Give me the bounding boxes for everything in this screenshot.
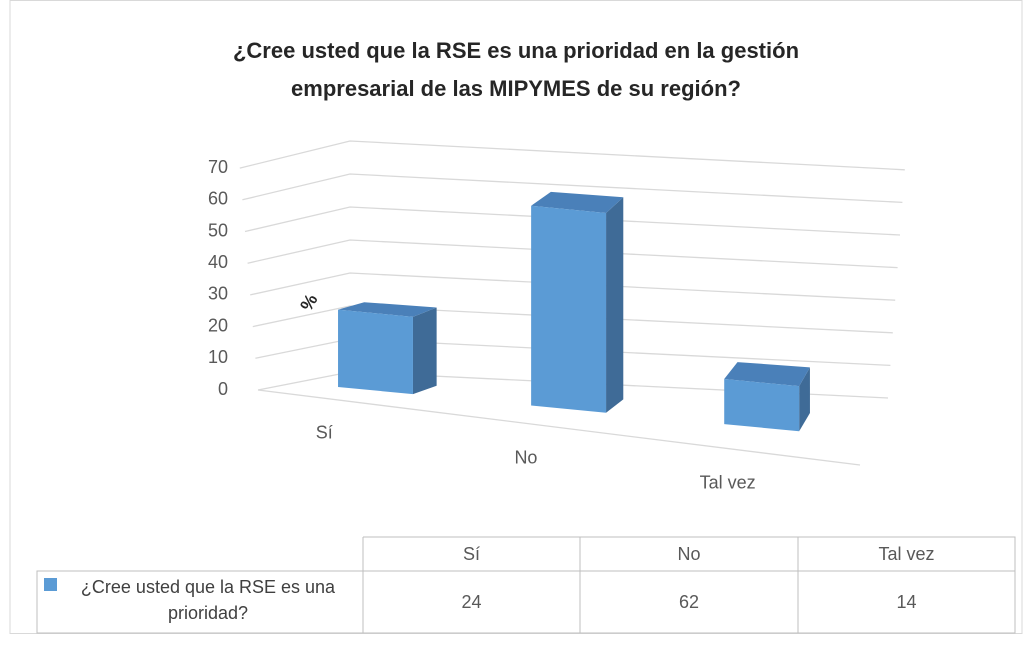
table-border (36, 536, 1016, 634)
table-header: Tal vez (878, 544, 934, 564)
x-tick-label: No (514, 447, 537, 467)
bar-top (531, 191, 624, 213)
legend-swatch (44, 578, 57, 591)
grid-line (244, 206, 901, 236)
floor-edge (257, 389, 861, 466)
bar (724, 378, 800, 432)
table-header: No (677, 544, 700, 564)
bar-side (799, 367, 810, 432)
y-tick-label: 50 (208, 220, 228, 240)
y-tick-label: 0 (218, 379, 228, 399)
bar (338, 309, 413, 395)
y-tick-label: 10 (208, 347, 228, 367)
y-tick-label: 70 (208, 157, 228, 177)
y-tick-label: 60 (208, 189, 228, 209)
bar-side (606, 197, 624, 413)
y-tick-label: 30 (208, 284, 228, 304)
bar-top (724, 362, 810, 387)
table-value: 14 (896, 592, 916, 612)
bar-side (412, 307, 437, 395)
y-tick-label: 20 (208, 315, 228, 335)
grid-line (242, 173, 903, 204)
legend-label: ¿Cree usted que la RSE es una prioridad? (80, 577, 336, 623)
table-header: Sí (463, 544, 480, 564)
y-axis-label: % (296, 290, 321, 314)
table-value: 62 (679, 592, 699, 612)
x-tick-label: Tal vez (700, 473, 756, 493)
grid-line (247, 239, 898, 269)
y-tick-label: 40 (208, 252, 228, 272)
bar (531, 205, 607, 413)
grid-line (250, 272, 896, 301)
chart-title: ¿Cree usted que la RSE es una prioridad … (232, 38, 800, 101)
grid-line (239, 140, 905, 171)
table-value: 24 (461, 592, 481, 612)
x-tick-label: Sí (316, 422, 333, 442)
grid-line (252, 305, 893, 334)
bar-top (338, 302, 437, 317)
